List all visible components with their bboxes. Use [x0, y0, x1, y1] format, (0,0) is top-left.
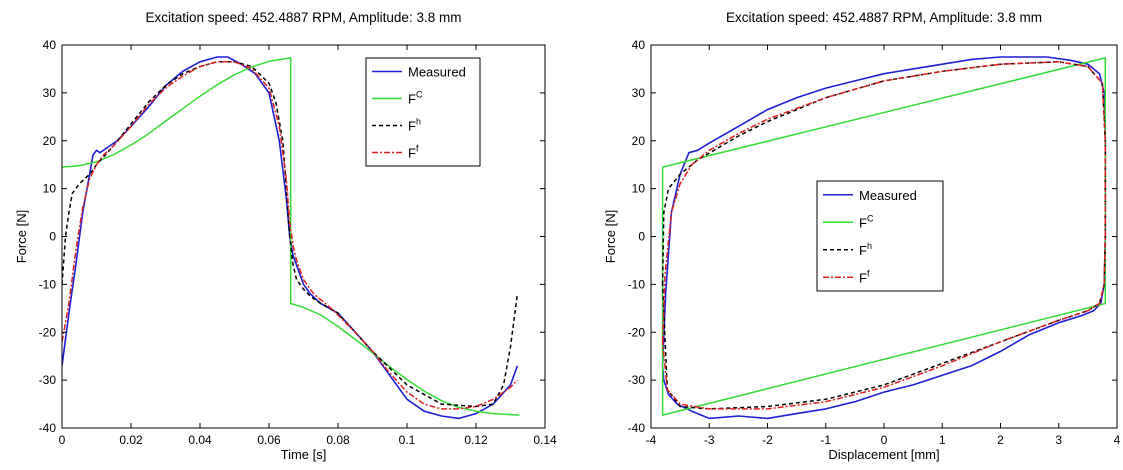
y-tick-label: -20 — [628, 325, 646, 339]
legend-label-sup: f — [416, 144, 419, 154]
x-tick-label: 3 — [1055, 433, 1062, 447]
legend-box — [365, 57, 481, 167]
legend-label: Ff — [408, 144, 419, 161]
y-axis-label: Force [N] — [14, 210, 29, 263]
series-line-f-h — [661, 61, 1107, 410]
legend-label-base: F — [408, 92, 416, 107]
legend-label: FC — [408, 90, 423, 107]
chart-title: Excitation speed: 452.4887 RPM, Amplitud… — [726, 10, 1042, 25]
x-tick-label: 0.08 — [326, 433, 350, 447]
x-axis-label: Time [s] — [281, 447, 327, 462]
y-tick-label: 40 — [43, 38, 57, 52]
legend-label: Ff — [859, 268, 870, 285]
x-tick-label: -4 — [646, 433, 657, 447]
series-line-measured — [62, 56, 519, 420]
series-line-f-h — [62, 61, 519, 408]
y-tick-label: -10 — [39, 277, 57, 291]
x-tick-label: -3 — [704, 433, 715, 447]
x-tick-label: 0.04 — [188, 433, 212, 447]
legend-label-sup: C — [867, 213, 874, 223]
x-tick-label: 0.12 — [464, 433, 488, 447]
x-tick-label: 1 — [939, 433, 946, 447]
legend-box — [816, 180, 944, 292]
y-axis-label: Force [N] — [603, 210, 618, 263]
x-tick-label: -1 — [820, 433, 831, 447]
legend-label-base: F — [859, 243, 867, 258]
y-tick-label: 20 — [632, 134, 646, 148]
series-line-f-c — [62, 57, 520, 416]
legend-label: Measured — [408, 65, 466, 80]
legend-label: FC — [859, 213, 874, 230]
legend-label: Fh — [408, 117, 421, 134]
y-tick-label: 40 — [632, 38, 646, 52]
chart-title: Excitation speed: 452.4887 RPM, Amplitud… — [146, 10, 462, 25]
y-tick-label: 0 — [638, 230, 645, 244]
legend-label: Fh — [859, 241, 872, 258]
series-line-f-f — [62, 61, 518, 410]
y-tick-label: -40 — [628, 421, 646, 435]
y-tick-label: 10 — [43, 182, 57, 196]
x-axis-label: Displacement [mm] — [828, 447, 939, 462]
legend-label-base: F — [408, 146, 416, 161]
x-tick-label: 0 — [59, 433, 66, 447]
chart-1: Excitation speed: 452.4887 RPM, Amplitud… — [14, 10, 557, 462]
plot-area — [661, 56, 1107, 420]
y-tick-label: 30 — [632, 86, 646, 100]
y-tick-label: -30 — [39, 373, 57, 387]
y-tick-label: 20 — [43, 134, 57, 148]
legend-label-base: F — [408, 119, 416, 134]
x-tick-label: 0 — [881, 433, 888, 447]
y-tick-label: -10 — [628, 277, 646, 291]
x-tick-label: 2 — [997, 433, 1004, 447]
legend-label-base: F — [859, 270, 867, 285]
x-tick-label: 0.06 — [257, 433, 281, 447]
x-tick-label: 0.14 — [533, 433, 557, 447]
y-tick-label: -30 — [628, 373, 646, 387]
plot-area — [62, 56, 520, 420]
legend-label-sup: h — [867, 241, 872, 251]
x-tick-label: -2 — [762, 433, 773, 447]
x-tick-label: 0.1 — [399, 433, 416, 447]
legend-label: Measured — [859, 188, 917, 203]
x-tick-label: 4 — [1114, 433, 1121, 447]
y-tick-label: -40 — [39, 421, 57, 435]
chart-2: Excitation speed: 452.4887 RPM, Amplitud… — [603, 10, 1121, 462]
legend-label-base: F — [859, 215, 867, 230]
legend-label-sup: C — [416, 90, 423, 100]
y-tick-label: 10 — [632, 182, 646, 196]
x-tick-label: 0.02 — [119, 433, 143, 447]
y-tick-label: -20 — [39, 325, 57, 339]
legend-label-sup: h — [416, 117, 421, 127]
y-tick-label: 0 — [49, 230, 56, 244]
legend-label-sup: f — [867, 268, 870, 278]
y-tick-label: 30 — [43, 86, 57, 100]
series-line-f-f — [661, 61, 1107, 410]
